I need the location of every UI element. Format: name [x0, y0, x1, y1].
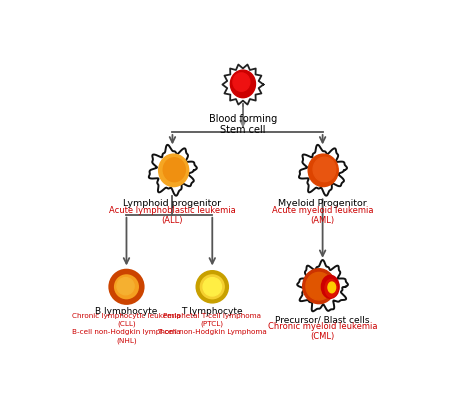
Polygon shape: [299, 145, 347, 196]
Polygon shape: [297, 260, 348, 311]
Ellipse shape: [163, 158, 185, 181]
Text: Acute myeloid leukemia
(AML): Acute myeloid leukemia (AML): [272, 206, 374, 225]
Ellipse shape: [313, 157, 336, 181]
Ellipse shape: [308, 154, 338, 187]
Ellipse shape: [325, 279, 337, 297]
Text: Myeloid Progenitor: Myeloid Progenitor: [278, 199, 367, 209]
Ellipse shape: [306, 272, 332, 300]
Ellipse shape: [159, 154, 189, 187]
Ellipse shape: [233, 73, 250, 91]
Text: Precursor/ Blast cells: Precursor/ Blast cells: [275, 316, 370, 325]
Circle shape: [199, 273, 226, 300]
Text: Periphetal T-cell lymphoma
(PTCL)
T-cell non-Hodgkin Lymphoma: Periphetal T-cell lymphoma (PTCL) T-cell…: [158, 313, 267, 336]
Text: B lymphocyte: B lymphocyte: [95, 307, 158, 316]
Text: Chronic myeloid leukemia
(CML): Chronic myeloid leukemia (CML): [268, 322, 377, 341]
Text: Blood forming
Stem cell: Blood forming Stem cell: [209, 114, 277, 135]
Text: Chronic lymphocytic leukemia
(CLL)
B-cell non-Hodgkin lymphoma
(NHL): Chronic lymphocytic leukemia (CLL) B-cel…: [72, 313, 181, 344]
Ellipse shape: [118, 277, 136, 295]
Ellipse shape: [328, 282, 336, 293]
Polygon shape: [222, 64, 264, 105]
Circle shape: [112, 273, 141, 301]
Circle shape: [203, 278, 221, 296]
Text: Lymphoid progenitor: Lymphoid progenitor: [123, 199, 221, 209]
Ellipse shape: [321, 275, 339, 298]
Circle shape: [197, 271, 228, 302]
Polygon shape: [149, 145, 197, 196]
Ellipse shape: [230, 70, 255, 98]
Circle shape: [117, 278, 134, 295]
Circle shape: [110, 271, 142, 303]
Text: Acute lymphoblastic leukemia
(ALL): Acute lymphoblastic leukemia (ALL): [109, 206, 236, 225]
Ellipse shape: [303, 269, 335, 304]
Text: T lymphocyte: T lymphocyte: [182, 307, 243, 316]
